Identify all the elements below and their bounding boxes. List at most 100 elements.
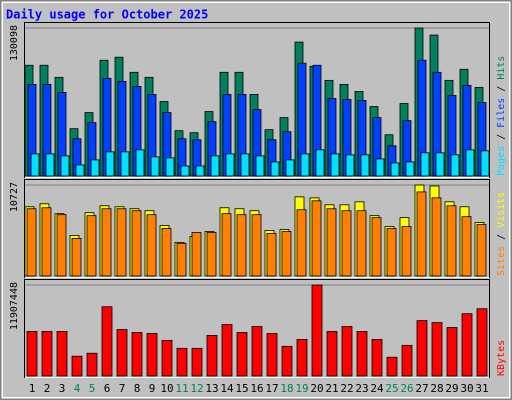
bar [356, 210, 367, 277]
x-tick-label: 29 [445, 382, 458, 395]
bar [446, 205, 457, 277]
bar [161, 228, 172, 277]
x-tick-label: 30 [460, 382, 473, 395]
bar [450, 154, 460, 177]
bar [180, 165, 190, 177]
y-max-label: 130098 [9, 25, 20, 61]
legend-entry: Sites [496, 246, 507, 276]
bar [236, 214, 247, 277]
bar [386, 356, 398, 377]
y-max-label: 10727 [9, 182, 20, 212]
x-tick-label: 24 [370, 382, 384, 395]
bar [326, 331, 338, 377]
bar [210, 155, 220, 177]
bar [390, 162, 400, 177]
x-tick-label: 3 [59, 382, 66, 395]
bar [420, 152, 430, 177]
bar [146, 333, 158, 377]
x-tick-label: 17 [265, 382, 278, 395]
legend: Pages / Files / Hits [496, 56, 507, 176]
bar [401, 344, 413, 377]
bar [296, 339, 308, 377]
legend-separator: / [496, 228, 507, 246]
bar [206, 232, 217, 277]
bar [225, 153, 235, 177]
bar [30, 153, 40, 177]
bar [240, 153, 250, 177]
bar [480, 150, 490, 177]
bar [476, 308, 488, 377]
bar [71, 355, 83, 377]
bar [71, 238, 82, 277]
bar [176, 347, 188, 377]
bar [371, 339, 383, 377]
bar [281, 231, 292, 277]
y-max-label: 11907448 [9, 282, 20, 330]
bar [285, 159, 295, 177]
x-tick-label: 5 [89, 382, 96, 395]
bar [56, 214, 67, 277]
x-tick-label: 27 [415, 382, 428, 395]
x-tick-label: 19 [295, 382, 308, 395]
bar [86, 215, 97, 277]
bar [446, 327, 458, 377]
x-tick-label: 9 [149, 382, 156, 395]
bar [86, 352, 98, 377]
bar [45, 153, 55, 177]
bar [435, 152, 445, 177]
x-tick-label: 18 [280, 382, 293, 395]
bar [150, 156, 160, 177]
legend-entry: Pages [496, 146, 507, 176]
x-tick-label: 31 [475, 382, 488, 395]
bar [341, 326, 353, 377]
bar [416, 320, 428, 377]
bar [75, 164, 85, 177]
x-tick-label: 16 [250, 382, 263, 395]
bar [146, 214, 157, 277]
x-tick-label: 28 [430, 382, 443, 395]
bar [165, 157, 175, 177]
x-tick-label: 22 [340, 382, 353, 395]
bar [56, 331, 68, 377]
bar [120, 151, 130, 177]
bar [375, 158, 385, 177]
bar [461, 216, 472, 277]
bar [461, 313, 473, 377]
bar [360, 154, 370, 177]
x-tick-label: 2 [44, 382, 51, 395]
bar [60, 155, 70, 177]
bar [26, 208, 37, 277]
x-tick-label: 15 [235, 382, 248, 395]
bar [266, 333, 278, 377]
chart-title: Daily usage for October 2025 [6, 8, 208, 22]
bar [131, 210, 142, 277]
x-tick-label: 1 [29, 382, 36, 395]
x-tick-label: 10 [160, 382, 173, 395]
legend-separator: / [496, 80, 507, 98]
x-tick-label: 6 [104, 382, 111, 395]
bar [251, 214, 262, 277]
bar [251, 326, 263, 377]
bar [431, 197, 442, 277]
bar [431, 322, 443, 377]
bar [195, 165, 205, 177]
bar [315, 149, 325, 177]
bar [476, 224, 487, 277]
bar [131, 332, 143, 377]
bar [116, 208, 127, 277]
x-tick-label: 7 [119, 382, 126, 395]
bar [311, 284, 323, 377]
bar [281, 345, 293, 377]
bar [371, 217, 382, 277]
bar [405, 161, 415, 177]
bar [465, 149, 475, 177]
bar [191, 232, 202, 277]
bar [116, 329, 128, 377]
bar [356, 331, 368, 377]
legend-entry: Visits [496, 192, 507, 228]
bar [345, 154, 355, 177]
bar [26, 331, 38, 377]
bar [341, 210, 352, 277]
